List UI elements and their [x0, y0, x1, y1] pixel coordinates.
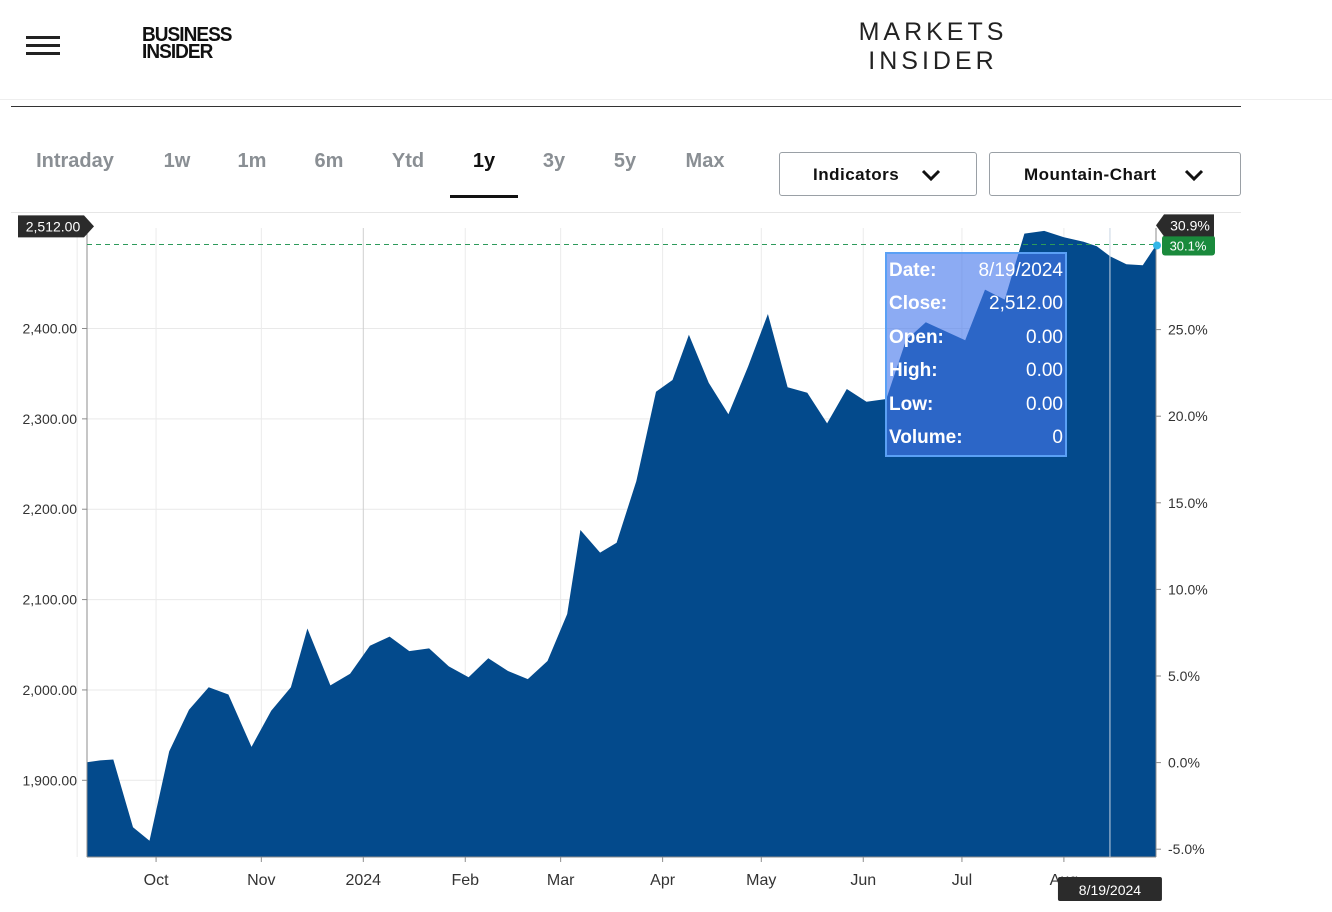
- hover-date-badge: [1057, 877, 1162, 901]
- business-insider-logo[interactable]: BUSINESS INSIDER: [142, 24, 232, 63]
- indicators-label: Indicators: [813, 165, 900, 184]
- active-tab-indicator: [450, 195, 518, 198]
- x-tick-label: Oct: [144, 872, 169, 889]
- hamburger-icon[interactable]: [26, 34, 62, 58]
- hover-pct-badge: [1156, 214, 1214, 237]
- tab-1y[interactable]: 1y: [472, 150, 496, 172]
- header-divider-faint: [0, 99, 1332, 100]
- area-series: [87, 230, 1156, 857]
- hover-value-label: 2,512.00: [26, 218, 81, 234]
- tab-ytd[interactable]: Ytd: [391, 150, 425, 172]
- tooltip-value: 0.00: [1026, 327, 1063, 348]
- current-pct-label: 30.1%: [1170, 238, 1207, 253]
- chart-top-border: [11, 212, 1241, 213]
- business-insider-logo-line2: INSIDER: [142, 41, 213, 63]
- tooltip-key: High:: [889, 360, 938, 381]
- tooltip-value: 0.00: [1026, 360, 1063, 381]
- hover-date-label: 8/19/2024: [1079, 882, 1141, 898]
- tooltip-key: Open:: [889, 327, 944, 348]
- tooltip-value: 8/19/2024: [978, 260, 1063, 281]
- chevron-down-icon: [921, 169, 941, 182]
- left-tick-label: 1,900.00: [23, 772, 78, 788]
- tab-6m[interactable]: 6m: [314, 150, 344, 172]
- right-tick-label: 0.0%: [1168, 755, 1200, 771]
- markets-insider-logo-line1: MARKETS: [858, 18, 1008, 46]
- right-tick-label: 25.0%: [1168, 322, 1208, 338]
- tooltip-value: 2,512.00: [989, 293, 1063, 314]
- hover-marker-dot: [1153, 241, 1161, 250]
- chevron-down-icon: [1184, 169, 1204, 182]
- right-tick-label: 20.0%: [1168, 408, 1208, 424]
- tooltip-value: 0.00: [1026, 394, 1063, 415]
- tooltip-key: Date:: [889, 260, 937, 281]
- chart-type-dropdown[interactable]: Mountain-Chart: [989, 152, 1241, 196]
- x-tick-label: Apr: [650, 872, 676, 889]
- x-tick-label: Nov: [247, 872, 275, 889]
- tooltip-row-high: High: 0.00: [889, 360, 1063, 384]
- tab-1m[interactable]: 1m: [237, 150, 267, 172]
- chart-type-label: Mountain-Chart: [1024, 165, 1157, 184]
- business-insider-logo-line1: BUSINESS: [142, 24, 232, 46]
- left-tick-label: 2,200.00: [23, 501, 78, 517]
- tooltip-row-volume: Volume: 0: [889, 427, 1063, 451]
- x-tick-label: Jul: [952, 872, 972, 889]
- tooltip-row-low: Low: 0.00: [889, 394, 1063, 418]
- current-pct-badge: [1162, 235, 1215, 256]
- left-tick-label: 2,000.00: [23, 682, 78, 698]
- tab-5y[interactable]: 5y: [613, 150, 637, 172]
- hover-pct-label: 30.9%: [1170, 217, 1210, 233]
- markets-insider-logo[interactable]: MARKETS INSIDER: [840, 18, 1026, 76]
- x-tick-label: Feb: [451, 872, 479, 889]
- tooltip-key: Volume:: [889, 427, 963, 448]
- tab-1w[interactable]: 1w: [163, 150, 191, 172]
- left-tick-label: 2,400.00: [23, 321, 78, 337]
- tooltip-row-close: Close: 2,512.00: [889, 293, 1063, 317]
- x-tick-label: Jun: [850, 872, 876, 889]
- right-tick-label: -5.0%: [1168, 841, 1205, 857]
- tooltip-row-open: Open: 0.00: [889, 327, 1063, 351]
- tab-max[interactable]: Max: [685, 150, 725, 172]
- tooltip-key: Low:: [889, 394, 934, 415]
- right-tick-label: 5.0%: [1168, 668, 1200, 684]
- x-tick-label: 2024: [345, 872, 381, 889]
- x-tick-label: May: [746, 872, 776, 889]
- markets-insider-logo-line2: INSIDER: [868, 47, 998, 75]
- x-tick-label: Mar: [547, 872, 575, 889]
- tab-3y[interactable]: 3y: [542, 150, 566, 172]
- right-tick-label: 10.0%: [1168, 581, 1208, 597]
- header-divider: [11, 106, 1241, 107]
- indicators-dropdown[interactable]: Indicators: [779, 152, 977, 196]
- left-tick-label: 2,300.00: [23, 411, 78, 427]
- left-tick-label: 2,100.00: [23, 592, 78, 608]
- tab-intraday[interactable]: Intraday: [36, 150, 114, 172]
- tooltip-key: Close:: [889, 293, 948, 314]
- tooltip-value: 0: [1052, 427, 1063, 448]
- hover-value-badge: [18, 215, 94, 238]
- tooltip-row-date: Date: 8/19/2024: [889, 260, 1063, 284]
- right-tick-label: 15.0%: [1168, 495, 1208, 511]
- data-tooltip: Date: 8/19/2024 Close: 2,512.00 Open: 0.…: [885, 252, 1067, 457]
